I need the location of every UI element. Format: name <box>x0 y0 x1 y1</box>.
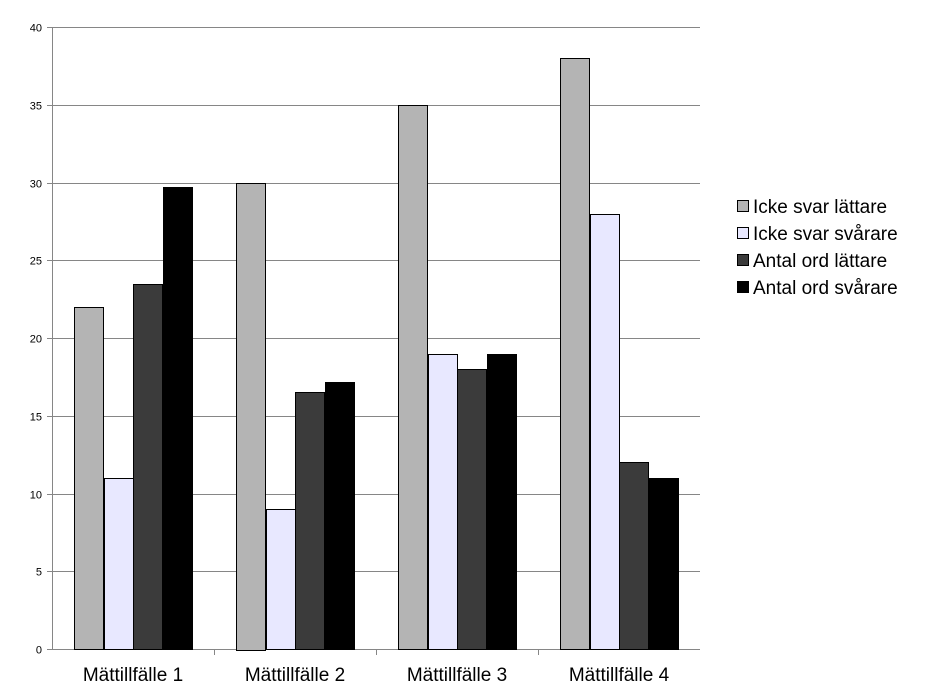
y-tick-label: 5 <box>36 567 42 579</box>
legend-label: Icke svar svårare <box>753 224 898 245</box>
x-tick-label: Mättillfälle 2 <box>245 665 345 686</box>
bar <box>295 392 325 650</box>
x-tick-label: Mättillfälle 4 <box>569 665 670 686</box>
legend-swatch <box>737 227 749 239</box>
bar <box>590 214 620 650</box>
y-tick-label: 25 <box>30 256 42 268</box>
y-tick-label: 10 <box>30 490 42 502</box>
bars <box>74 58 679 651</box>
bar <box>266 509 296 650</box>
y-tick-label: 35 <box>30 101 42 113</box>
bar <box>398 105 428 650</box>
bar <box>163 187 193 650</box>
bar <box>487 354 517 650</box>
x-tick-labels: Mättillfälle 1 Mättillfälle 2 Mättillfälle… <box>83 665 670 686</box>
bar <box>236 183 266 651</box>
legend-swatch <box>737 254 749 266</box>
bar <box>74 307 104 650</box>
bar <box>133 284 163 650</box>
y-tick-label: 30 <box>30 179 42 191</box>
legend-label: Icke svar lättare <box>753 197 887 218</box>
x-tick-label: Mättillfälle 3 <box>407 665 507 686</box>
y-tick-label: 40 <box>30 23 42 35</box>
bar <box>560 58 590 650</box>
legend-swatch <box>737 200 749 212</box>
y-tick-label: 20 <box>30 334 42 346</box>
bar <box>619 462 649 650</box>
bar <box>428 354 458 650</box>
y-tick-label: 0 <box>36 645 42 657</box>
bar <box>457 369 487 650</box>
bar <box>104 478 134 650</box>
legend-swatch <box>737 281 749 293</box>
y-tick-label: 15 <box>30 412 42 424</box>
bar <box>325 382 355 650</box>
legend-label: Antal ord lättare <box>753 251 887 272</box>
bar <box>649 478 679 650</box>
legend-label: Antal ord svårare <box>753 278 898 299</box>
legend: Icke svar lättare Icke svar svårare Antal … <box>737 197 898 299</box>
x-tick-label: Mättillfälle 1 <box>83 665 183 686</box>
y-tick-labels: 0 5 10 15 20 25 30 35 40 <box>30 23 42 657</box>
